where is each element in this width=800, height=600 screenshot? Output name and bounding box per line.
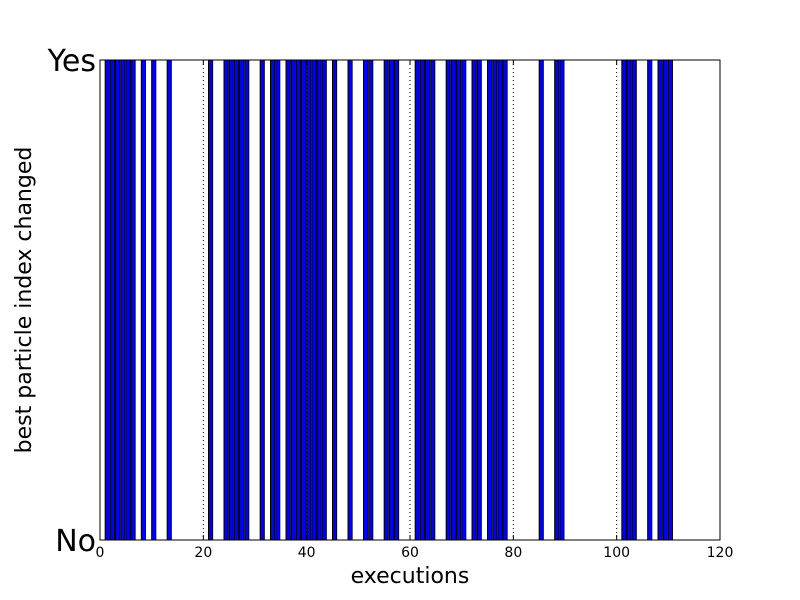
bar — [316, 59, 322, 541]
x-tick-label: 120 — [707, 545, 734, 561]
bar — [228, 59, 234, 541]
bar — [667, 59, 673, 541]
bar — [311, 59, 317, 541]
bar — [321, 59, 327, 541]
bar — [125, 59, 131, 541]
bars — [104, 59, 673, 541]
bar — [301, 59, 307, 541]
bar — [223, 59, 229, 541]
x-tick-label: 100 — [603, 545, 630, 561]
bar — [662, 59, 668, 541]
bar — [208, 59, 214, 541]
axis-ticks: 0 20 40 60 80 100 120 — [96, 59, 734, 561]
bar — [388, 59, 394, 541]
x-axis-label: executions — [351, 564, 470, 589]
y-tick-label-yes: Yes — [47, 44, 96, 79]
bar — [487, 59, 493, 541]
bar — [140, 59, 146, 541]
bar — [554, 59, 560, 541]
bar — [104, 59, 110, 541]
bar — [233, 59, 239, 541]
bar — [383, 59, 389, 541]
bar — [631, 59, 637, 541]
bar — [295, 59, 301, 541]
bar — [559, 59, 565, 541]
bar — [414, 59, 420, 541]
bar — [476, 59, 482, 541]
x-tick-label: 40 — [298, 545, 316, 561]
bar — [363, 59, 369, 541]
bar — [394, 59, 400, 541]
bar — [259, 59, 265, 541]
bar — [285, 59, 291, 541]
bar — [270, 59, 276, 541]
bar — [151, 59, 157, 541]
bar — [332, 59, 338, 541]
x-tick-label: 20 — [194, 545, 212, 561]
bar — [461, 59, 467, 541]
bar — [166, 59, 172, 541]
bar — [445, 59, 451, 541]
bar — [347, 59, 353, 541]
bar — [456, 59, 462, 541]
bar — [239, 59, 245, 541]
bar — [109, 59, 115, 541]
bar — [647, 59, 653, 541]
bar — [425, 59, 431, 541]
bar — [471, 59, 477, 541]
bar — [115, 59, 121, 541]
bar — [275, 59, 281, 541]
bar — [626, 59, 632, 541]
bar — [306, 59, 312, 541]
bar — [120, 59, 126, 541]
bar — [244, 59, 250, 541]
bar — [657, 59, 663, 541]
bar — [538, 59, 544, 541]
y-tick-label-no: No — [55, 524, 96, 559]
bar — [419, 59, 425, 541]
bar — [502, 59, 508, 541]
bar — [497, 59, 503, 541]
x-tick-label: 80 — [504, 545, 522, 561]
bar — [450, 59, 456, 541]
bar — [290, 59, 296, 541]
bar — [621, 59, 627, 541]
bar — [492, 59, 498, 541]
bar — [368, 59, 374, 541]
x-tick-label: 0 — [96, 545, 105, 561]
bar — [430, 59, 436, 541]
y-axis-label: best particle index changed — [12, 147, 37, 454]
x-tick-label: 60 — [401, 545, 419, 561]
bar — [130, 59, 136, 541]
